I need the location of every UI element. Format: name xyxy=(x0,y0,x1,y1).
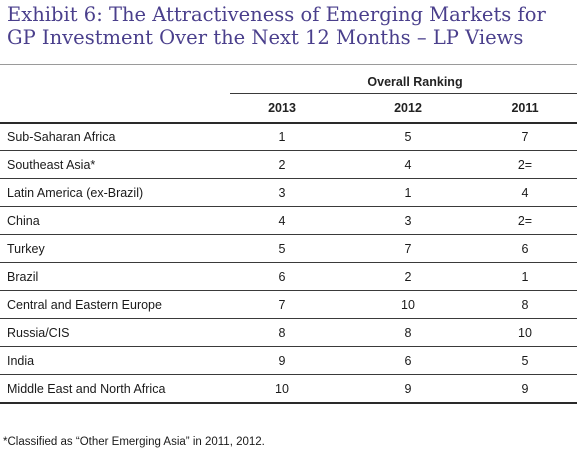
table-row: Sub-Saharan Africa 1 5 7 xyxy=(0,123,577,151)
rank-2011: 1 xyxy=(521,270,529,284)
region-name: Southeast Asia* xyxy=(7,158,96,172)
region-name: Middle East and North Africa xyxy=(7,382,166,396)
table-row: Southeast Asia* 2 4 2= xyxy=(0,151,577,179)
table-row: Brazil 6 2 1 xyxy=(0,263,577,291)
rank-2012: 6 xyxy=(404,354,412,368)
row-divider xyxy=(0,150,577,151)
rank-2011: 2= xyxy=(517,214,533,228)
row-divider xyxy=(0,374,577,375)
region-name: China xyxy=(7,214,40,228)
table-row: Middle East and North Africa 10 9 9 xyxy=(0,375,577,403)
rank-2013: 10 xyxy=(275,382,289,396)
overall-ranking-header: Overall Ranking xyxy=(367,75,463,89)
header-bottom-rule xyxy=(0,122,577,124)
rank-2013: 4 xyxy=(278,214,286,228)
row-divider xyxy=(0,318,577,319)
region-name: Sub-Saharan Africa xyxy=(7,130,116,144)
rank-2012: 7 xyxy=(404,242,412,256)
rank-2011: 7 xyxy=(521,130,529,144)
rank-2012: 3 xyxy=(404,214,412,228)
row-divider xyxy=(0,234,577,235)
region-name: Central and Eastern Europe xyxy=(7,298,162,312)
exhibit-title: Exhibit 6: The Attractiveness of Emergin… xyxy=(7,3,546,49)
table-row: Turkey 5 7 6 xyxy=(0,235,577,263)
rank-2011: 8 xyxy=(521,298,529,312)
rank-2011: 5 xyxy=(521,354,529,368)
region-name: Turkey xyxy=(7,242,45,256)
rank-2013: 9 xyxy=(278,354,286,368)
rank-2012: 10 xyxy=(401,298,415,312)
table-row: Central and Eastern Europe 7 10 8 xyxy=(0,291,577,319)
rank-2012: 1 xyxy=(404,186,412,200)
rank-2011: 2= xyxy=(517,158,533,172)
row-divider xyxy=(0,290,577,291)
rank-2011: 6 xyxy=(521,242,529,256)
row-divider xyxy=(0,262,577,263)
row-divider xyxy=(0,178,577,179)
rank-2013: 2 xyxy=(278,158,286,172)
rank-2012: 8 xyxy=(404,326,412,340)
table-row: India 9 6 5 xyxy=(0,347,577,375)
table-row: China 4 3 2= xyxy=(0,207,577,235)
column-header-2011: 2011 xyxy=(511,101,539,115)
column-header-2012: 2012 xyxy=(394,101,422,115)
rank-2012: 4 xyxy=(404,158,412,172)
rank-2013: 1 xyxy=(278,130,286,144)
rank-2013: 7 xyxy=(278,298,286,312)
rank-2012: 5 xyxy=(404,130,412,144)
row-divider xyxy=(0,206,577,207)
rank-2013: 8 xyxy=(278,326,286,340)
rank-2012: 2 xyxy=(404,270,412,284)
region-name: India xyxy=(7,354,35,368)
table-row: Russia/CIS 8 8 10 xyxy=(0,319,577,347)
column-header-row: 2013 2012 2011 xyxy=(0,94,577,122)
column-header-2013: 2013 xyxy=(268,101,296,115)
region-name: Russia/CIS xyxy=(7,326,70,340)
rank-2011: 9 xyxy=(521,382,529,396)
footnote: *Classified as “Other Emerging Asia” in … xyxy=(3,436,265,448)
rank-2013: 6 xyxy=(278,270,286,284)
table-row: Latin America (ex-Brazil) 3 1 4 xyxy=(0,179,577,207)
title-rule xyxy=(0,64,577,65)
rank-2013: 3 xyxy=(278,186,286,200)
rank-2012: 9 xyxy=(404,382,412,396)
rank-2011: 10 xyxy=(518,326,532,340)
row-divider xyxy=(0,346,577,347)
rank-2011: 4 xyxy=(521,186,529,200)
table-bottom-rule xyxy=(0,402,577,404)
region-name: Brazil xyxy=(7,270,39,284)
rank-2013: 5 xyxy=(278,242,286,256)
region-name: Latin America (ex-Brazil) xyxy=(7,186,144,200)
group-header-rule xyxy=(230,93,577,94)
